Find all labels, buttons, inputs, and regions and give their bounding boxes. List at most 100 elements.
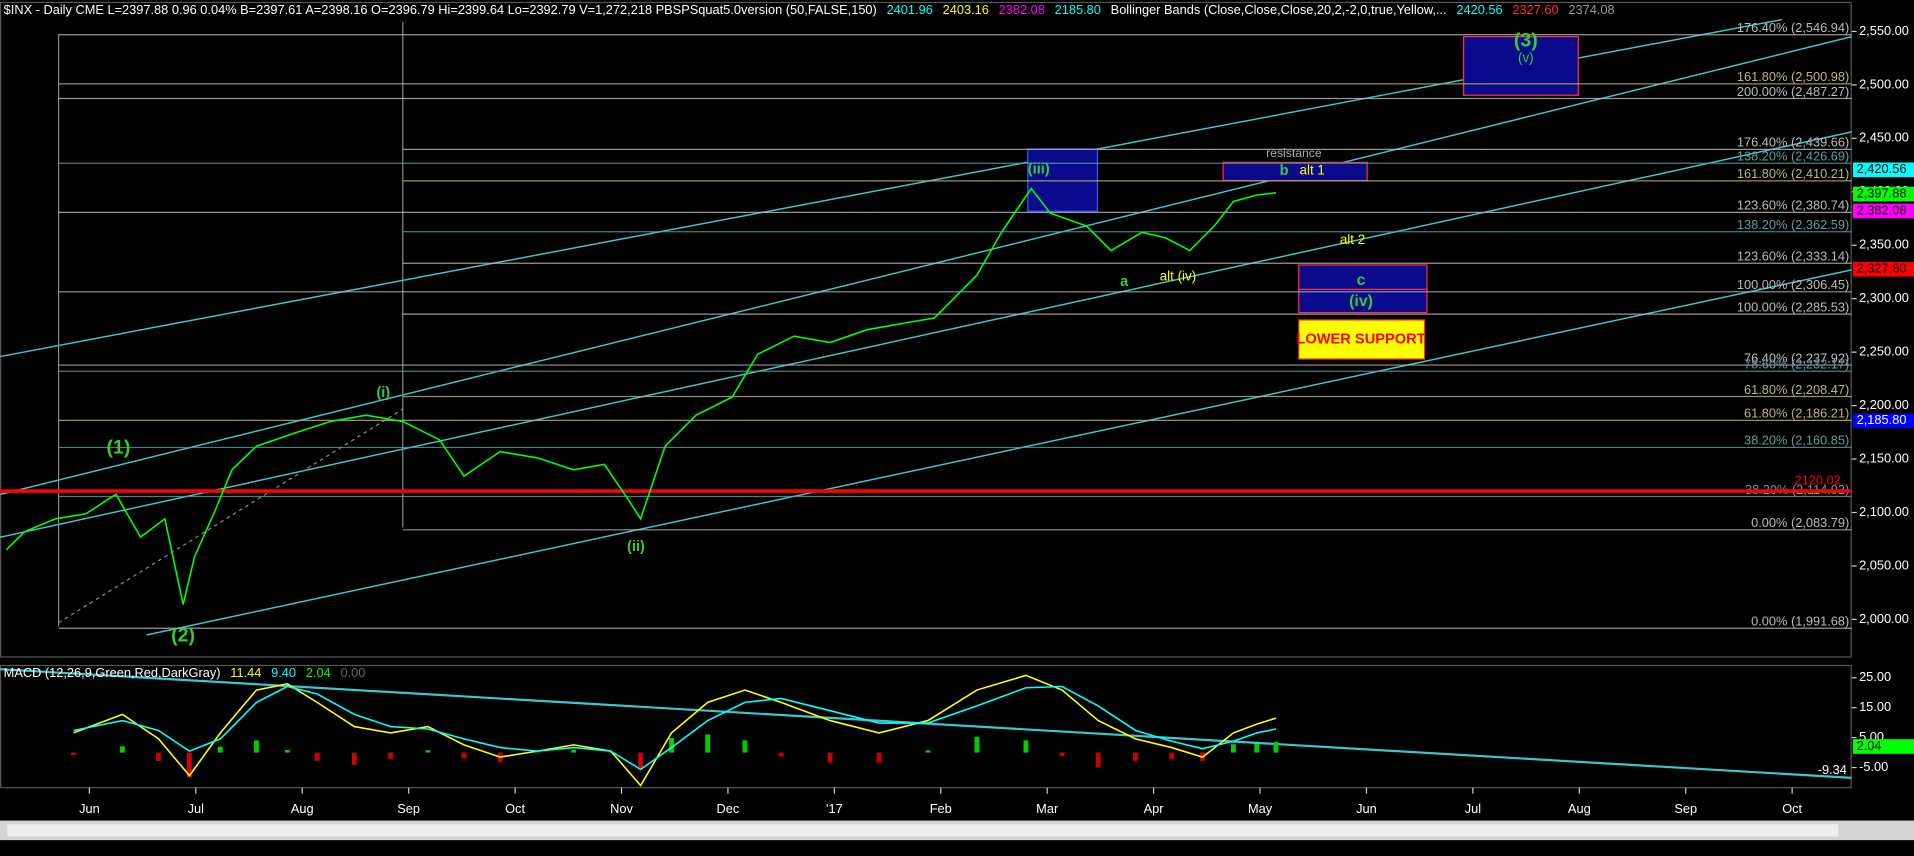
macd-histogram-bar [1059, 752, 1065, 757]
fib-label: 123.60% (2,380.74) [1737, 198, 1849, 213]
macd-histogram-bar [186, 752, 192, 778]
header-item: 2185.80 [1055, 2, 1101, 17]
fib-label: 76.40% (2,237.92) [1744, 350, 1849, 365]
wave-label: alt 1 [1300, 163, 1325, 178]
wave-label: a [1120, 274, 1129, 290]
x-tick-label: Sep [397, 801, 420, 816]
support-label: 2120.02 [1795, 473, 1841, 488]
value-tag-label: 2.04 [1857, 738, 1882, 753]
x-tick-label: Jun [1356, 801, 1377, 816]
price-tag [1852, 186, 1914, 202]
header-item: $INX - Daily CME L=2397.88 0.96 0.04% B=… [4, 2, 877, 17]
price-panel [0, 1, 1852, 658]
fib-label: 61.80% (2,186.21) [1744, 406, 1849, 421]
macd-histogram-bar [669, 737, 674, 753]
header-item: 2382.08 [999, 2, 1045, 17]
header-item: MACD (12,26,9,Green,Red,DarkGray) [4, 665, 221, 680]
price-tag [1852, 203, 1914, 219]
header-item: Bollinger Bands (Close,Close,Close,20,2,… [1111, 2, 1447, 17]
header-item: 0.00 [341, 665, 366, 680]
y-tick-label: 2,150.00 [1859, 450, 1909, 465]
macd-histogram-bar [351, 752, 357, 765]
wave-label: (3) [1514, 30, 1538, 52]
fib-label: 38.20% (2,160.85) [1744, 433, 1849, 448]
x-tick-label: '17 [826, 801, 843, 816]
fib-label: 161.80% (2,410.21) [1737, 166, 1849, 181]
macd-histogram-bar [1133, 752, 1138, 761]
macd-histogram-bar [284, 749, 290, 753]
fib-label: 138.20% (2,426.69) [1737, 149, 1849, 164]
wave-label: LOWER SUPPORT [1296, 331, 1425, 347]
x-tick-label: Nov [610, 801, 633, 816]
value-tag [1852, 739, 1914, 754]
macd-histogram-bar [1273, 741, 1279, 753]
macd-histogram-bar [1254, 743, 1260, 753]
x-tick-label: Aug [291, 801, 314, 816]
price-tag [1852, 261, 1914, 277]
macd-histogram-bar [70, 752, 76, 756]
y-tick-label: 15.00 [1859, 699, 1891, 714]
wave-label: alt (iv) [1160, 269, 1196, 284]
price-tag-label: 2,397.88 [1857, 185, 1907, 200]
wave-label: (v) [1518, 50, 1534, 65]
footer: Created with TradeStation. ©TradeStation… [1521, 843, 1908, 855]
wave-label: b [1280, 163, 1289, 179]
y-tick-label: 2,300.00 [1859, 290, 1909, 305]
y-tick-label: 2,500.00 [1859, 76, 1909, 91]
macd-histogram-bar [461, 752, 467, 759]
target-box [1462, 36, 1579, 96]
channel-line [146, 269, 1852, 636]
series-line [5, 187, 1277, 605]
fib-label: 0.00% (1,991.68) [1751, 614, 1849, 629]
fib-label: 200.00% (2,487.27) [1737, 84, 1849, 99]
x-tick-label: Sep [1674, 801, 1697, 816]
wave-label: (i) [376, 385, 390, 401]
wave-label: (iii) [1028, 162, 1050, 178]
macd-histogram-bar [217, 746, 223, 753]
x-tick-label: May [1248, 801, 1273, 816]
macd-histogram-bar [705, 734, 711, 753]
macd-histogram-bar [925, 750, 931, 753]
channel-lines [0, 18, 1852, 636]
channel-line [0, 35, 1852, 496]
y-tick-label: 2,250.00 [1859, 344, 1909, 359]
macd-histogram-bar [156, 752, 162, 761]
wave-label: (iv) [1349, 293, 1373, 310]
header-item: 2374.08 [1568, 2, 1614, 17]
scrollbar-thumb[interactable] [7, 824, 1839, 837]
wave-label: alt 2 [1340, 232, 1365, 247]
x-tick-label: Feb [930, 801, 952, 816]
macd-histogram-bar [1023, 740, 1029, 753]
price-tag [1852, 413, 1914, 429]
fib-connector [58, 408, 404, 624]
fib-label: 78.60% (2,232.17) [1744, 356, 1849, 371]
fib-label: 176.40% (2,546.94) [1737, 20, 1849, 35]
header-item: 9.40 [271, 665, 296, 680]
x-tick-label: Oct [1782, 801, 1802, 816]
macd-histogram-bar [974, 736, 980, 753]
channel-line [0, 131, 1852, 539]
macd-histogram-bar [254, 740, 259, 753]
header-item: 2.04 [306, 665, 331, 680]
macd-histogram-bar [1230, 744, 1236, 753]
x-tick-label: Aug [1568, 801, 1591, 816]
fib-label: 176.40% (2,439.66) [1737, 135, 1849, 150]
y-tick-label: 2,550.00 [1859, 23, 1909, 38]
x-tick-label: Oct [505, 801, 525, 816]
fib-label: 100.00% (2,285.53) [1737, 299, 1849, 314]
x-tick-label: Mar [1036, 801, 1059, 816]
macd-histogram-bar [638, 752, 644, 770]
macd-histogram-bar [827, 752, 833, 763]
wave-label: (1) [106, 436, 130, 458]
y-tick-label: 2,200.00 [1859, 397, 1909, 412]
fib-label: 161.80% (2,500.98) [1737, 69, 1849, 84]
y-tick-label: 2,100.00 [1859, 504, 1909, 519]
macd-histogram-bar [1095, 752, 1101, 768]
header: MACD (12,26,9,Green,Red,DarkGray) 11.44 9.… [4, 665, 366, 680]
lower-support-box [1298, 319, 1426, 360]
y-tick-label: -5.00 [1859, 759, 1888, 774]
wave-box [1027, 148, 1098, 212]
fib-label: 138.20% (2,362.59) [1737, 217, 1849, 232]
